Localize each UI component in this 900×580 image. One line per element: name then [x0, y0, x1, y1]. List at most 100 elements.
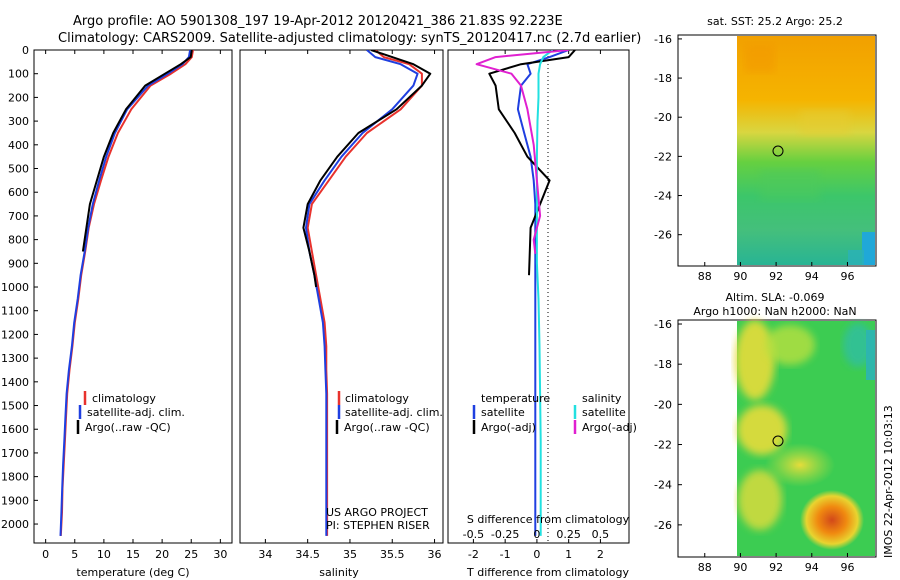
series-s-argo-adj-	[475, 50, 569, 254]
project-annotation: US ARGO PROJECT	[326, 506, 428, 519]
s-difference-tick-labels: -0.5 -0.25 0 0.25 0.5	[463, 528, 610, 541]
map-y-tick-label: -24	[654, 190, 672, 203]
depth-tick-label: 1200	[1, 328, 29, 341]
legend-climatology: climatology	[345, 392, 409, 405]
sla-argo-marker	[772, 435, 784, 447]
map-y-tick-label: -18	[654, 358, 672, 371]
sst-map-title: sat. SST: 25.2 Argo: 25.2	[707, 15, 843, 28]
x-tick-label: 2	[597, 548, 604, 561]
sst-argo-marker	[772, 145, 784, 157]
temperature-legend: climatology satellite-adj. clim. Argo(..…	[76, 391, 185, 434]
legend-salinity-head: salinity	[582, 392, 622, 405]
sla-map-panel: Altim. SLA: -0.069 Argo h1000: NaN h2000…	[654, 291, 895, 574]
difference-tick-labels: -2 -1 0 1 2	[468, 50, 604, 561]
depth-tick-label: 1900	[1, 494, 29, 507]
map-y-tick-label: -26	[654, 519, 672, 532]
depth-tick-label: 0	[22, 44, 29, 57]
x-tick-label: 20	[155, 548, 169, 561]
x-tick-label: 10	[97, 548, 111, 561]
map-y-tick-label: -20	[654, 398, 672, 411]
salinity-legend: climatology satellite-adj. clim. Argo(..…	[335, 391, 443, 434]
x-tick-label: -2	[468, 548, 479, 561]
sla-field	[735, 320, 875, 556]
x-tick-label: 25	[184, 548, 198, 561]
depth-tick-label: 200	[8, 91, 29, 104]
legend-satellite-adj: satellite-adj. clim.	[345, 406, 443, 419]
depth-tick-label: 1300	[1, 352, 29, 365]
figure-title-line2: Climatology: CARS2009. Satellite-adjuste…	[58, 31, 641, 46]
difference-panel: -2 -1 0 1 2 S difference from climatology -0…	[447, 49, 637, 579]
legend-argo: Argo(..raw -QC)	[344, 421, 430, 434]
legend-argo: Argo(..raw -QC)	[85, 421, 171, 434]
temperature-series	[59, 50, 194, 536]
depth-tick-label: 400	[8, 139, 29, 152]
sla-map-title-line2: Argo h1000: NaN h2000: NaN	[693, 305, 856, 318]
temperature-tick-labels: 0 5 10 15 20 25 30	[42, 50, 227, 561]
s-diff-tick-label: -0.5	[463, 528, 484, 541]
map-y-tick-label: -20	[654, 111, 672, 124]
salinity-tick-labels: 34 34.5 35 35.5 36	[258, 50, 442, 561]
map-y-tick-label: -24	[654, 479, 672, 492]
depth-tick-label: 500	[8, 163, 29, 176]
sla-map-tick-labels: 88 90 92 94 96 -16 -18 -20 -22 -24 -26	[654, 318, 854, 574]
depth-tick-label: 1600	[1, 423, 29, 436]
legend-t-argo: Argo(-adj)	[481, 421, 536, 434]
map-x-tick-label: 94	[805, 270, 819, 283]
x-tick-label: 35.5	[380, 548, 405, 561]
x-tick-label: 34	[258, 548, 272, 561]
x-tick-label: -1	[500, 548, 511, 561]
s-diff-tick-label: 0	[533, 528, 540, 541]
sst-map-tick-labels: 88 90 92 94 96 -16 -18 -20 -22 -24 -26	[654, 33, 854, 283]
legend-satellite-adj: satellite-adj. clim.	[87, 406, 185, 419]
depth-tick-label: 700	[8, 210, 29, 223]
depth-tick-label: 1400	[1, 376, 29, 389]
legend-t-satellite: satellite	[481, 406, 525, 419]
s-difference-label: S difference from climatology	[467, 513, 630, 526]
depth-tick-label: 800	[8, 234, 29, 247]
salinity-axes	[239, 49, 444, 544]
x-tick-label: 35	[343, 548, 357, 561]
map-y-tick-label: -16	[654, 33, 672, 46]
map-y-tick-label: -22	[654, 150, 672, 163]
s-diff-tick-label: 0.25	[556, 528, 581, 541]
depth-tick-label: 900	[8, 257, 29, 270]
x-tick-label: 5	[71, 548, 78, 561]
legend-s-argo: Argo(-adj)	[582, 421, 637, 434]
depth-tick-label: 1000	[1, 281, 29, 294]
x-tick-label: 34.5	[295, 548, 320, 561]
pi-annotation: PI: STEPHEN RISER	[326, 519, 430, 532]
depth-tick-label: 100	[8, 68, 29, 81]
salinity-xlabel: salinity	[319, 566, 359, 579]
x-tick-label: 36	[428, 548, 442, 561]
difference-series	[475, 50, 576, 536]
x-tick-label: 15	[126, 548, 140, 561]
map-x-tick-label: 90	[733, 561, 747, 574]
s-diff-tick-label: 0.5	[592, 528, 610, 541]
depth-tick-label: 600	[8, 186, 29, 199]
s-diff-tick-label: -0.25	[491, 528, 519, 541]
legend-climatology: climatology	[92, 392, 156, 405]
x-tick-label: 30	[213, 548, 227, 561]
series-argo-raw-qc-	[81, 50, 193, 252]
depth-tick-labels: 0 100 200 300 400 500 600 700 800 900 1000 1100 1200…	[1, 44, 38, 531]
salinity-panel: 34 34.5 35 35.5 36 salinity climatology sate…	[239, 49, 444, 579]
map-x-tick-label: 88	[698, 270, 712, 283]
depth-tick-label: 1800	[1, 471, 29, 484]
map-x-tick-label: 92	[769, 270, 783, 283]
figure-title-line1: Argo profile: AO 5901308_197 19-Apr-2012…	[73, 14, 563, 29]
map-x-tick-label: 94	[805, 561, 819, 574]
t-difference-xlabel: T difference from climatology	[466, 566, 629, 579]
temperature-axes	[33, 49, 233, 544]
map-y-tick-label: -16	[654, 318, 672, 331]
map-y-tick-label: -26	[654, 229, 672, 242]
temperature-panel: 0100200300400500600700800900100011001200…	[1, 44, 233, 579]
legend-s-satellite: satellite	[582, 406, 626, 419]
series-argo-raw-qc-	[302, 50, 432, 288]
depth-tick-label: 1100	[1, 305, 29, 318]
sst-field	[737, 36, 875, 265]
depth-tick-label: 1500	[1, 400, 29, 413]
series-t-satellite	[516, 50, 570, 536]
sla-map-title-line1: Altim. SLA: -0.069	[725, 291, 824, 304]
map-x-tick-label: 96	[840, 561, 854, 574]
